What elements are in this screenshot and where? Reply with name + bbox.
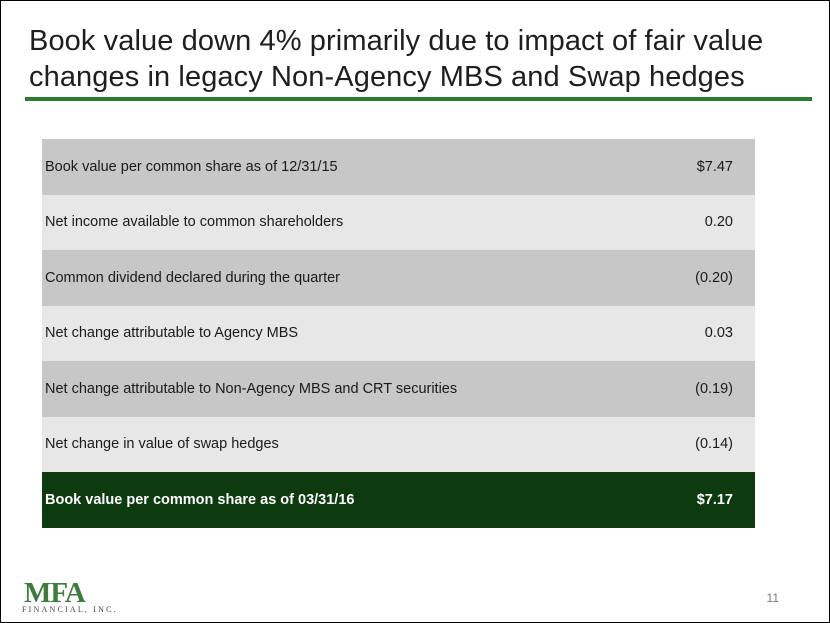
row-value: (0.14) (695, 436, 733, 453)
row-value: 0.20 (704, 214, 733, 231)
row-value: 0.03 (704, 325, 733, 342)
total-value: $7.17 (696, 491, 733, 508)
page-number: 11 (766, 591, 779, 605)
title-line-1: Book value down 4% primarily due to impa… (29, 25, 764, 57)
title-underline (25, 97, 812, 101)
table-row: Book value per common share as of 12/31/… (42, 139, 755, 195)
table-row: Common dividend declared during the quar… (42, 250, 755, 306)
table-row: Net change in value of swap hedges (0.14… (42, 416, 755, 472)
logo-subtitle: FINANCIAL, INC. (22, 605, 118, 614)
total-label: Book value per common share as of 03/31/… (45, 491, 355, 508)
row-label: Common dividend declared during the quar… (45, 269, 341, 286)
slide-title: Book value down 4% primarily due to impa… (29, 23, 819, 95)
title-line-2: changes in legacy Non-Agency MBS and Swa… (29, 61, 745, 93)
table-row: Net change attributable to Agency MBS 0.… (42, 305, 755, 361)
row-label: Net income available to common sharehold… (45, 214, 344, 231)
table-row: Net change attributable to Non-Agency MB… (42, 361, 755, 417)
table-row: Net income available to common sharehold… (42, 194, 755, 250)
row-value: $7.47 (696, 158, 733, 175)
book-value-table: Book value per common share as of 12/31/… (42, 139, 755, 528)
table-total-row: Book value per common share as of 03/31/… (42, 472, 755, 528)
row-label: Book value per common share as of 12/31/… (45, 158, 338, 175)
row-label: Net change attributable to Non-Agency MB… (45, 380, 458, 397)
company-logo: MFA FINANCIAL, INC. (22, 578, 132, 614)
row-label: Net change in value of swap hedges (45, 436, 279, 453)
logo-wordmark: MFA (24, 577, 86, 609)
row-value: (0.19) (695, 380, 733, 397)
row-value: (0.20) (695, 269, 733, 286)
row-label: Net change attributable to Agency MBS (45, 325, 299, 342)
